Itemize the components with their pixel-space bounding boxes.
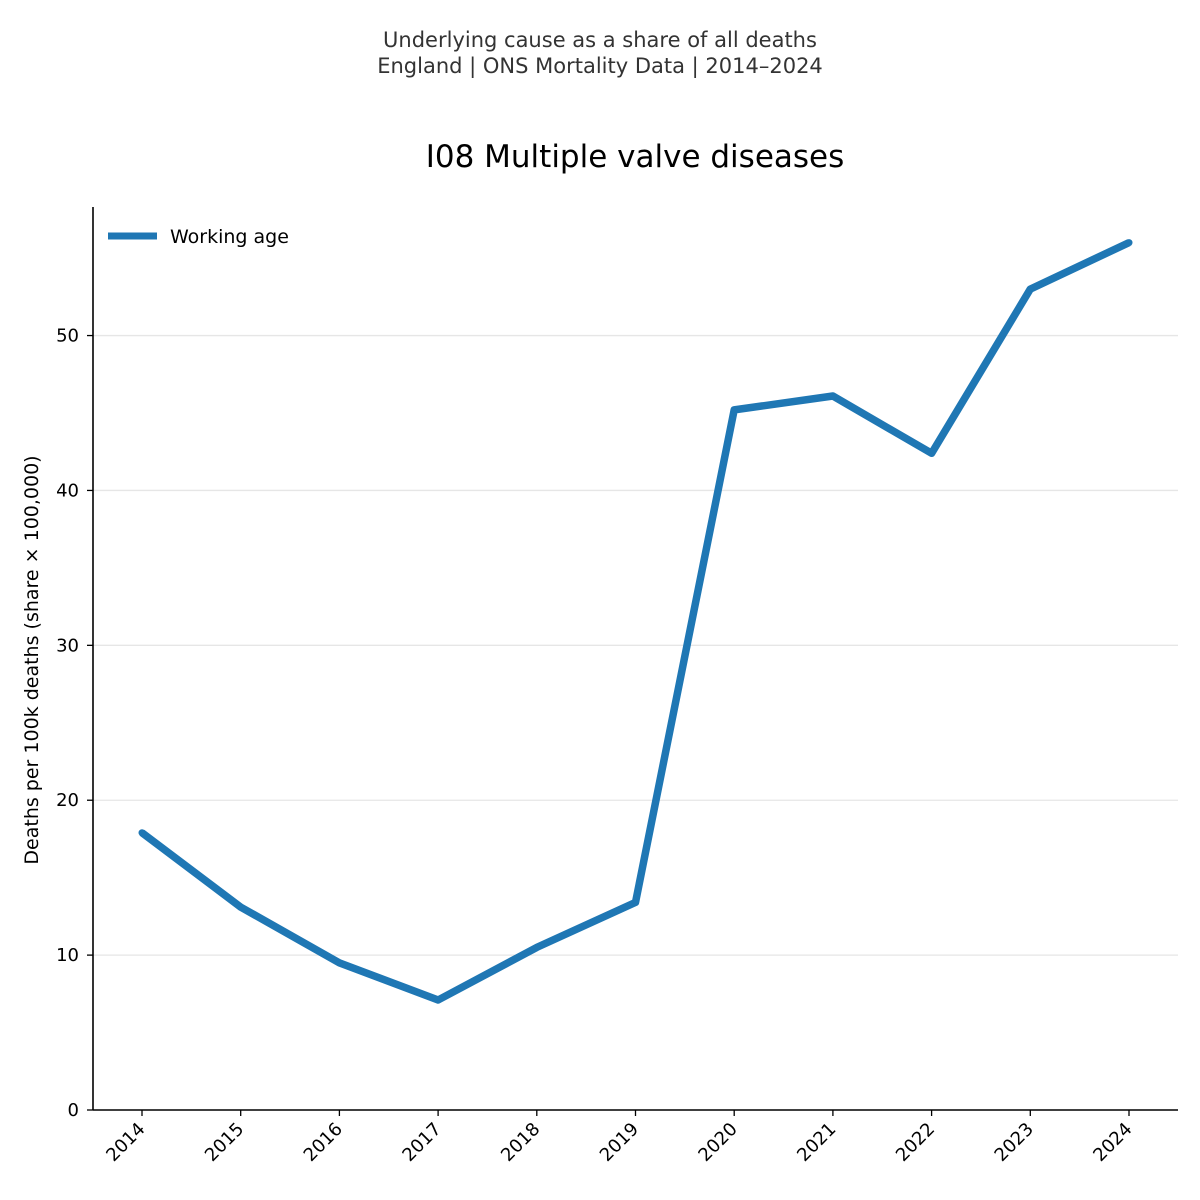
- data-point: [237, 903, 245, 911]
- y-tick-label: 50: [56, 326, 79, 347]
- series-layer: [138, 239, 1133, 1004]
- y-tick-label: 10: [56, 945, 79, 966]
- x-tick-label: 2019: [596, 1119, 643, 1166]
- x-tick-label: 2021: [793, 1119, 840, 1166]
- y-tick-label: 40: [56, 480, 79, 501]
- data-point: [533, 943, 541, 951]
- y-tick-label: 0: [68, 1100, 79, 1121]
- x-tick-label: 2018: [497, 1119, 544, 1166]
- y-ticks: 0 10 20 30 40 50: [56, 326, 93, 1121]
- x-tick-label: 2014: [102, 1119, 149, 1166]
- x-tick-label: 2017: [398, 1119, 445, 1166]
- x-tick-label: 2022: [892, 1119, 939, 1166]
- series-line-working-age: [139, 239, 1131, 1004]
- data-point: [1026, 285, 1034, 293]
- y-axis-label: Deaths per 100k deaths (share × 100,000): [21, 455, 43, 864]
- data-point: [928, 449, 936, 457]
- chart-supertitle-line1: Underlying cause as a share of all death…: [383, 28, 817, 52]
- x-tick-label: 2016: [300, 1119, 347, 1166]
- data-point: [632, 898, 639, 906]
- x-tick-label: 2023: [991, 1119, 1038, 1166]
- x-tick-label: 2020: [694, 1119, 741, 1166]
- data-point: [730, 406, 738, 414]
- data-point: [138, 829, 146, 837]
- x-ticks: 2014 2015 2016 2017 2018 2019 2020 2021 2022 2023…: [102, 1110, 1137, 1166]
- x-tick-label: 2015: [201, 1119, 248, 1166]
- y-tick-label: 20: [56, 790, 79, 811]
- chart-title: I08 Multiple valve diseases: [426, 139, 845, 175]
- data-point: [1125, 239, 1133, 247]
- axes: [92, 207, 1178, 1111]
- legend-label: Working age: [170, 226, 289, 248]
- data-point: [434, 996, 442, 1004]
- legend: Working age: [108, 226, 289, 248]
- chart-supertitle-line2: England | ONS Mortality Data | 2014–2024: [377, 54, 823, 79]
- data-point: [829, 392, 837, 400]
- gridlines: [93, 334, 1178, 956]
- y-tick-label: 30: [56, 635, 79, 656]
- x-tick-label: 2024: [1089, 1119, 1136, 1166]
- data-point: [335, 959, 343, 967]
